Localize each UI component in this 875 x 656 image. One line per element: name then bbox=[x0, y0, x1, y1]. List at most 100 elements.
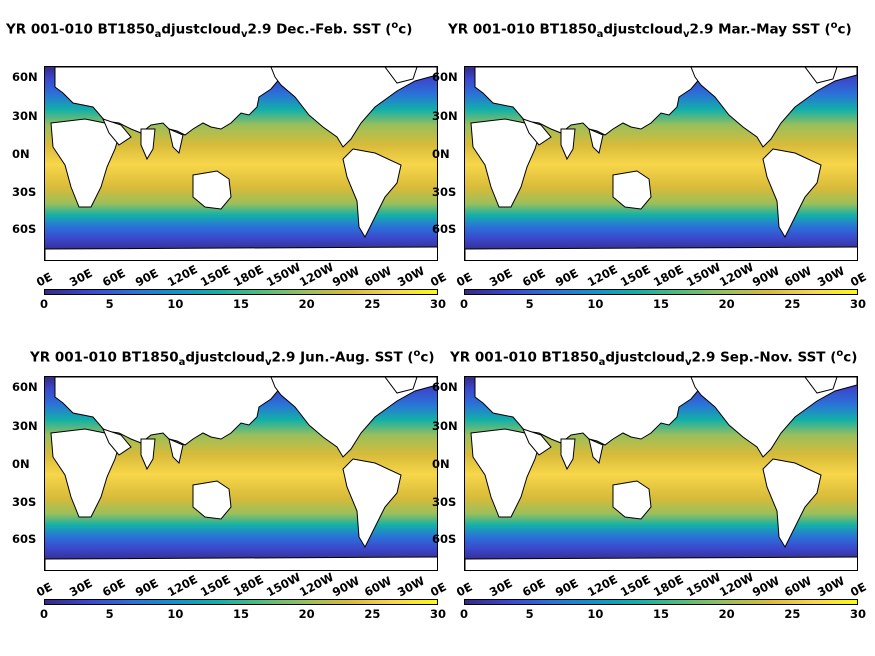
landmass bbox=[384, 377, 418, 394]
landmass bbox=[588, 438, 604, 464]
colorbar bbox=[44, 599, 438, 605]
colorbar-tick-label: 0 bbox=[39, 297, 49, 311]
lon-label: 0E bbox=[848, 269, 869, 290]
landmass bbox=[588, 128, 604, 154]
lon-label: 150E bbox=[618, 572, 653, 600]
lon-label: 150E bbox=[198, 572, 233, 600]
colorbar-tick-label: 5 bbox=[525, 607, 534, 621]
landmass bbox=[804, 67, 838, 84]
lat-label: 60S bbox=[432, 222, 457, 236]
lon-label: 0E bbox=[454, 579, 475, 600]
lon-label: 150W bbox=[263, 569, 303, 600]
colorbar bbox=[464, 289, 858, 295]
landmass bbox=[762, 458, 822, 549]
panel-title-son: YR 001-010 BT1850adjustcloudv2.9 Sep.-No… bbox=[450, 348, 858, 369]
lon-label: 150E bbox=[198, 262, 233, 290]
lon-label: 180E bbox=[651, 262, 686, 290]
landmass bbox=[342, 458, 402, 549]
landmass bbox=[45, 246, 437, 260]
landmass bbox=[192, 480, 232, 520]
lat-label: 30N bbox=[12, 419, 38, 433]
landmass bbox=[168, 128, 184, 154]
lat-label: 60N bbox=[432, 70, 458, 84]
colorbar-tick-label: 0 bbox=[459, 607, 469, 621]
lon-label: 30W bbox=[395, 573, 428, 600]
colorbar-tick-label: 5 bbox=[525, 297, 534, 311]
colorbar-tick-label: 15 bbox=[232, 607, 250, 621]
lon-label: 150W bbox=[683, 259, 723, 290]
colorbar-tick-label: 15 bbox=[652, 297, 670, 311]
lat-label: 0N bbox=[432, 147, 450, 161]
lon-label: 120W bbox=[296, 569, 336, 600]
landmass bbox=[804, 377, 838, 394]
lon-label: 60W bbox=[782, 263, 815, 290]
sst-map-mam bbox=[464, 66, 858, 261]
landmass bbox=[270, 67, 437, 148]
landmass bbox=[474, 377, 724, 446]
panel-title-jja: YR 001-010 BT1850adjustcloudv2.9 Jun.-Au… bbox=[30, 348, 435, 369]
colorbar-tick-label: 0 bbox=[39, 607, 49, 621]
colorbar-tick-label: 5 bbox=[105, 297, 114, 311]
lon-label: 120E bbox=[165, 262, 201, 290]
lon-label: 90E bbox=[132, 265, 161, 290]
lat-label: 60S bbox=[432, 532, 457, 546]
lon-label: 0E bbox=[34, 269, 55, 290]
lon-label: 60W bbox=[362, 573, 395, 600]
lon-label: 30W bbox=[395, 263, 428, 290]
colorbar-tick-label: 30 bbox=[849, 297, 867, 311]
lon-label: 30E bbox=[486, 575, 515, 600]
sst-field bbox=[45, 67, 437, 260]
lon-label: 150W bbox=[263, 259, 303, 290]
lon-label: 60E bbox=[519, 265, 548, 290]
lon-label: 60E bbox=[99, 265, 128, 290]
landmass bbox=[140, 128, 156, 161]
colorbar-tick-label: 15 bbox=[652, 607, 670, 621]
colorbar-tick-label: 20 bbox=[298, 297, 315, 311]
lon-label: 30W bbox=[815, 263, 848, 290]
sst-field bbox=[465, 67, 857, 260]
colorbar-tick-label: 20 bbox=[298, 607, 315, 621]
landmass bbox=[54, 377, 304, 446]
landmass bbox=[54, 67, 304, 136]
lat-label: 30S bbox=[432, 185, 457, 199]
landmass bbox=[465, 556, 857, 570]
lat-label: 0N bbox=[12, 457, 30, 471]
sst-map-son bbox=[464, 376, 858, 571]
lon-label: 0E bbox=[454, 269, 475, 290]
lon-label: 120E bbox=[165, 572, 201, 600]
sst-field bbox=[465, 377, 857, 570]
lat-label: 60N bbox=[12, 70, 38, 84]
lon-label: 30W bbox=[815, 573, 848, 600]
lat-label: 60S bbox=[12, 222, 37, 236]
colorbar-tick-label: 25 bbox=[784, 607, 801, 621]
lon-label: 120E bbox=[585, 262, 621, 290]
colorbar-tick-label: 10 bbox=[167, 297, 184, 311]
lon-label: 120W bbox=[716, 569, 756, 600]
colorbar-tick-label: 25 bbox=[364, 297, 381, 311]
sst-field bbox=[45, 377, 437, 570]
landmass bbox=[102, 428, 132, 456]
landmass bbox=[612, 170, 652, 210]
lon-label: 120E bbox=[585, 572, 621, 600]
landmass bbox=[465, 246, 857, 260]
sst-map-djf bbox=[44, 66, 438, 261]
landmass bbox=[690, 377, 857, 458]
lat-label: 60S bbox=[12, 532, 37, 546]
landmass bbox=[560, 128, 576, 161]
colorbar bbox=[44, 289, 438, 295]
landmass bbox=[762, 148, 822, 239]
lat-label: 0N bbox=[432, 457, 450, 471]
colorbar-tick-label: 30 bbox=[429, 607, 447, 621]
lat-label: 30S bbox=[12, 495, 37, 509]
lat-label: 30N bbox=[432, 419, 458, 433]
sst-map-jja bbox=[44, 376, 438, 571]
colorbar-tick-label: 10 bbox=[587, 297, 604, 311]
landmass bbox=[270, 377, 437, 458]
lon-label: 30E bbox=[66, 575, 95, 600]
lon-label: 90E bbox=[552, 265, 581, 290]
lat-label: 60N bbox=[432, 380, 458, 394]
lon-label: 60E bbox=[99, 575, 128, 600]
colorbar-tick-label: 10 bbox=[167, 607, 184, 621]
landmass bbox=[612, 480, 652, 520]
landmass bbox=[168, 438, 184, 464]
